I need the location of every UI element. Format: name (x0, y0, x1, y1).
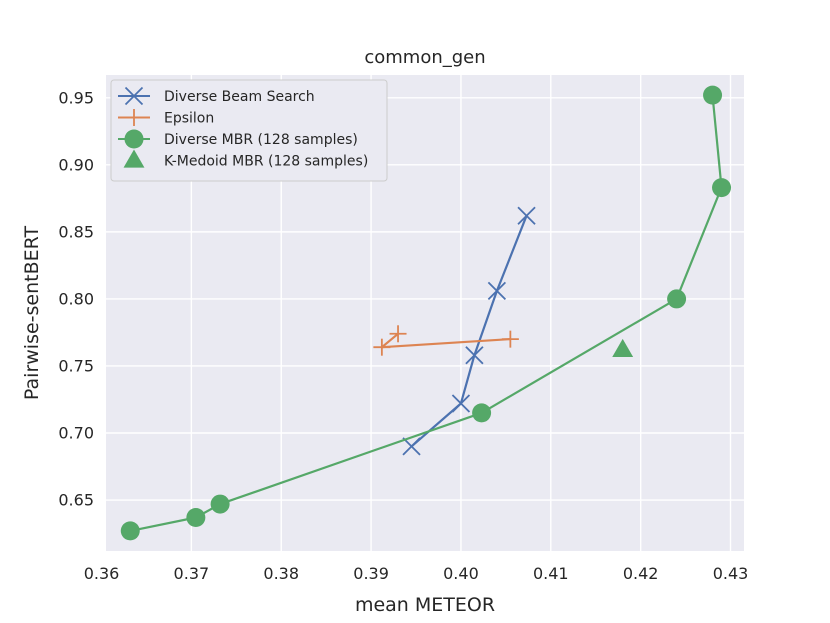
data-point (373, 338, 391, 356)
legend: Diverse Beam Search Epsilon Diverse MBR (1… (110, 79, 388, 182)
x-tick-label: 0.41 (533, 564, 569, 583)
data-point (612, 338, 634, 358)
x-tick-labels: 0.36 0.37 0.38 0.39 0.40 0.41 0.42 0.43 (84, 564, 749, 583)
y-tick-label: 0.75 (58, 356, 94, 375)
legend-box (110, 79, 388, 182)
data-point (402, 437, 421, 456)
legend-entry: K-Medoid MBR (128 samples) (123, 149, 368, 170)
chart-title: common_gen (364, 47, 485, 68)
x-tick-label: 0.39 (353, 564, 389, 583)
legend-entries: Diverse Beam Search Epsilon Diverse MBR (1… (118, 86, 368, 170)
data-point (465, 346, 484, 365)
y-tick-label: 0.80 (58, 289, 94, 308)
x-tick-label: 0.42 (623, 564, 659, 583)
data-point-stroke-b (517, 206, 536, 225)
data-point (517, 206, 536, 225)
data-point (186, 507, 206, 527)
data-point (120, 521, 140, 541)
x-tick-label: 0.38 (263, 564, 299, 583)
x-tick-label: 0.43 (713, 564, 749, 583)
legend-label: Epsilon (164, 111, 214, 127)
y-tick-label: 0.85 (58, 222, 94, 241)
data-point (451, 394, 471, 413)
y-tick-label: 0.95 (58, 88, 94, 107)
legend-marker (124, 129, 144, 149)
data-point (501, 330, 519, 348)
data-point-stroke-b (402, 437, 421, 456)
y-tick-label: 0.70 (58, 424, 94, 443)
series-layer (120, 85, 732, 541)
legend-marker (125, 109, 143, 126)
data-point (712, 178, 732, 198)
data-point (703, 85, 723, 105)
series-2 (373, 325, 519, 356)
data-point (389, 325, 407, 343)
y-axis-title: Pairwise-sentBERT (21, 226, 43, 401)
data-point (487, 281, 507, 301)
series-3 (120, 85, 732, 541)
series-1 (402, 206, 536, 456)
x-axis-title: mean METEOR (355, 594, 495, 616)
legend-marker (123, 149, 145, 168)
data-point-stroke-b (451, 394, 471, 413)
legend-label: Diverse Beam Search (164, 89, 315, 105)
y-tick-label: 0.90 (58, 155, 94, 174)
legend-marker (124, 86, 144, 106)
data-point (667, 289, 687, 309)
legend-entry: Diverse MBR (128 samples) (118, 129, 358, 149)
y-tick-labels: 0.65 0.70 0.75 0.80 0.85 0.90 0.95 (58, 88, 94, 509)
series-4 (612, 338, 634, 358)
legend-label: K-Medoid MBR (128 samples) (164, 154, 368, 170)
legend-entry: Diverse Beam Search (118, 86, 315, 106)
legend-marker-stroke-b (124, 86, 144, 106)
data-point-stroke-b (487, 281, 507, 301)
data-point-stroke-b (465, 346, 484, 365)
x-tick-label: 0.40 (443, 564, 479, 583)
x-tick-label: 0.37 (174, 564, 210, 583)
legend-entry: Epsilon (118, 109, 214, 127)
x-tick-label: 0.36 (84, 564, 120, 583)
y-tick-label: 0.65 (58, 491, 94, 510)
legend-label: Diverse MBR (128 samples) (164, 132, 358, 148)
data-point (210, 494, 230, 514)
data-point (472, 403, 492, 423)
